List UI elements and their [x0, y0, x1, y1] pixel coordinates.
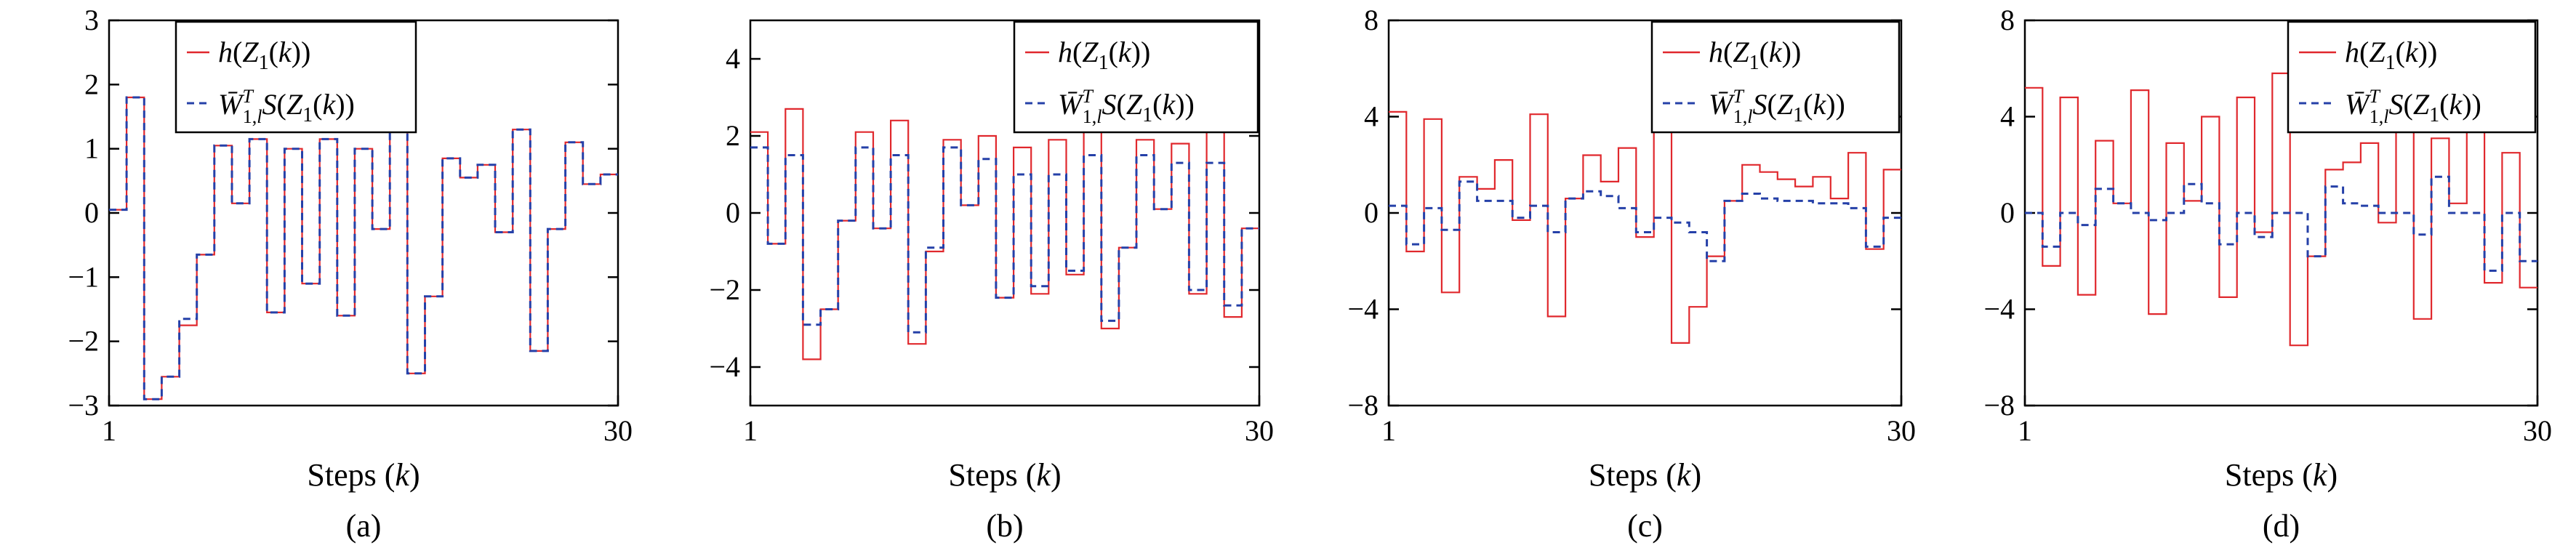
- y-tick-label: −1: [68, 260, 99, 293]
- series-w-line: [2025, 175, 2537, 272]
- y-tick-label: 8: [2000, 4, 2015, 36]
- x-tick-label: 30: [1245, 414, 1274, 447]
- chart-panel-3: 8 4 0 −4 −81 30 Steps (k) (c) h(Z1(k)) W̄T 1,lS(Z1…: [1347, 4, 1916, 544]
- y-tick-label: −4: [709, 350, 740, 383]
- legend-box: [2287, 20, 2537, 134]
- legend-box: [1013, 20, 1259, 134]
- y-tick-label: 0: [726, 196, 740, 229]
- series-h-line: [750, 108, 1259, 360]
- x-tick-label: 30: [2523, 414, 2552, 447]
- y-tick-label: 4: [1364, 100, 1379, 133]
- y-tick-label: −4: [1347, 293, 1379, 326]
- x-tick-label: 1: [743, 414, 758, 447]
- legend-box: [174, 20, 417, 134]
- x-axis-label: Steps (k): [2225, 457, 2338, 493]
- legend: h(Z1(k)) W̄T 1,lS(Z1(k)): [174, 20, 417, 134]
- x-axis-label: Steps (k): [948, 457, 1061, 493]
- x-tick-label: 1: [1381, 414, 1396, 447]
- panel-caption: (d): [2263, 508, 2300, 544]
- legend-label-h: h(Z1(k)): [218, 36, 310, 74]
- series-w-line: [109, 64, 618, 400]
- panel-caption: (a): [346, 508, 382, 544]
- series-h-line: [1389, 55, 1901, 344]
- x-tick-label: 1: [2018, 414, 2032, 447]
- y-tick-label: −4: [1983, 293, 2015, 326]
- x-tick-label: 30: [1887, 414, 1916, 447]
- series-h-line: [2025, 72, 2537, 347]
- legend-label-w: W̄T 1,lS(Z1(k)): [1709, 86, 1845, 127]
- series-w-line: [750, 146, 1259, 334]
- y-tick-label: −3: [68, 389, 99, 422]
- legend-label-h: h(Z1(k)): [1709, 36, 1801, 74]
- panel-caption: (b): [986, 508, 1023, 544]
- legend-label-h: h(Z1(k)): [2345, 36, 2437, 74]
- legend-box: [1650, 20, 1901, 134]
- y-tick-label: −8: [1983, 389, 2015, 422]
- y-tick-label: 1: [84, 132, 99, 165]
- legend: h(Z1(k)) W̄T 1,lS(Z1(k)): [2287, 20, 2537, 134]
- y-tick-label: 4: [726, 42, 740, 75]
- y-tick-label: 8: [1364, 4, 1379, 36]
- y-tick-label: 0: [84, 196, 99, 229]
- legend-label-w: W̄T 1,lS(Z1(k)): [218, 86, 355, 127]
- chart-panel-2: 4 2 0 −2 −41 30 Steps (k) (b) h(Z1(k)) W̄T 1,lS(Z1…: [709, 19, 1274, 544]
- x-tick-label: 30: [603, 414, 633, 447]
- legend: h(Z1(k)) W̄T 1,lS(Z1(k)): [1650, 20, 1901, 134]
- y-tick-label: 0: [1364, 196, 1379, 229]
- x-tick-label: 1: [102, 414, 116, 447]
- y-tick-label: 2: [84, 68, 99, 100]
- panel-caption: (c): [1627, 508, 1663, 544]
- y-tick-label: 2: [726, 119, 740, 152]
- y-tick-label: 0: [2000, 196, 2015, 229]
- legend: h(Z1(k)) W̄T 1,lS(Z1(k)): [1013, 20, 1259, 134]
- y-tick-label: −2: [68, 325, 99, 358]
- y-tick-label: −8: [1347, 389, 1379, 422]
- legend-label-w: W̄T 1,lS(Z1(k)): [1058, 86, 1195, 127]
- legend-label-h: h(Z1(k)): [1058, 36, 1150, 74]
- legend-label-w: W̄T 1,lS(Z1(k)): [2345, 86, 2481, 127]
- y-tick-label: 4: [2000, 100, 2015, 133]
- y-tick-label: −2: [709, 273, 740, 306]
- x-axis-label: Steps (k): [1589, 457, 1701, 493]
- series-w-line: [1389, 180, 1901, 262]
- y-tick-label: 3: [84, 4, 99, 36]
- x-axis-label: Steps (k): [307, 457, 420, 493]
- chart-panel-4: 8 4 0 −4 −81 30 Steps (k) (d) h(Z1(k)) W̄T 1,lS(Z1…: [1983, 4, 2552, 544]
